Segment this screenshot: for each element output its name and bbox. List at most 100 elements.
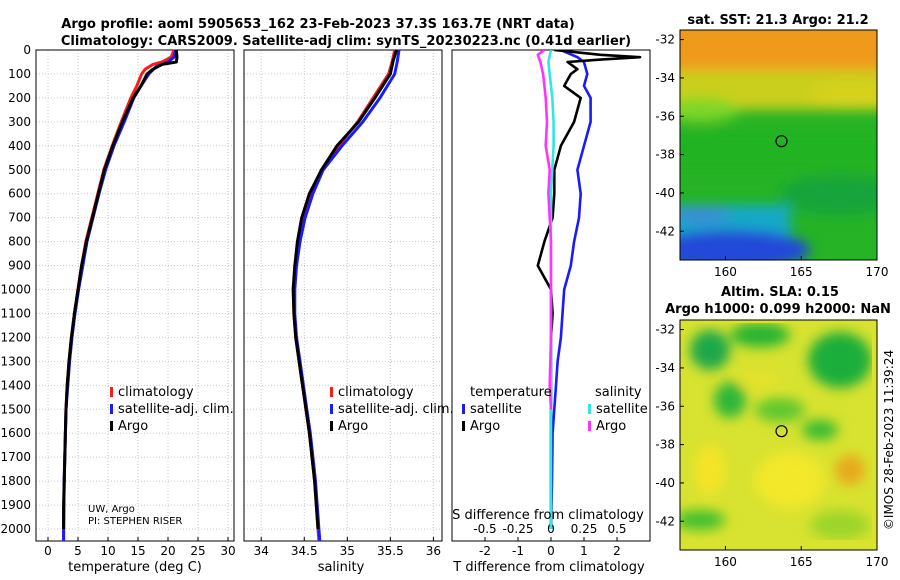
footer-credit: ©IMOS 28-Feb-2023 11:39:24 (882, 350, 896, 530)
lat-tick-label: -38 (655, 148, 675, 162)
legend-swatch-satellite-sal (330, 404, 333, 414)
x-tick-label: 34.5 (291, 544, 318, 558)
s-tick-label: 0.5 (607, 522, 626, 536)
lon-tick-label: 160 (714, 555, 737, 569)
legend-swatch-argo (110, 421, 113, 431)
legend-label-argo-sal: Argo (338, 419, 368, 434)
lat-tick-label: -42 (655, 224, 675, 238)
y-tick-label: 400 (8, 139, 31, 153)
s-tick-label: -0.5 (473, 522, 496, 536)
y-tick-label: 1300 (0, 354, 31, 368)
sla-map-ticks: 160 165 170 -32 -34 -36 -38 -40 -42 (655, 323, 888, 569)
legend-swatch-satellite (110, 404, 113, 414)
sst-map-frame (679, 29, 878, 261)
sla-map-subtitle: Argo h1000: 0.099 h2000: NaN (665, 302, 891, 317)
y-tick-label: 1500 (0, 402, 31, 416)
x-tick-label: 1 (580, 544, 588, 558)
legend-swatch-s-satellite (588, 404, 591, 414)
lat-tick-label: -36 (655, 109, 675, 123)
lat-tick-label: -34 (655, 361, 675, 375)
y-tick-label: 800 (8, 235, 31, 249)
y-tick-label: 700 (8, 211, 31, 225)
series-line-argo (291, 50, 398, 530)
t-difference-xlabel: T difference from climatology (452, 560, 645, 575)
temperature-legend: climatology satellite-adj. clim. Argo (110, 385, 234, 434)
salinity-grid (244, 49, 442, 541)
y-tick-label: 1900 (0, 498, 31, 512)
lon-tick-label: 160 (714, 265, 737, 279)
legend-label-s-satellite: satellite (596, 402, 648, 417)
lat-tick-label: -42 (655, 514, 675, 528)
x-tick-label: -2 (479, 544, 491, 558)
s-difference-xlabel: S difference from climatology (452, 508, 644, 523)
y-tick-label: 300 (8, 115, 31, 129)
series-line-s-satellite (547, 50, 555, 529)
legend-label-climatology: climatology (118, 385, 194, 400)
lat-tick-label: -32 (655, 323, 675, 337)
s-tick-label: -0.25 (502, 522, 533, 536)
y-tick-label: 600 (8, 187, 31, 201)
legend-label-satellite-sal: satellite-adj. clim. (338, 402, 454, 417)
temperature-axes-frame (35, 49, 235, 542)
lon-tick-label: 165 (790, 265, 813, 279)
series-line-argo (62, 50, 179, 529)
salinity-axes-frame (243, 49, 443, 542)
lat-tick-label: -40 (655, 186, 675, 200)
sla-argo-location-marker (775, 425, 788, 438)
x-tick-label: -1 (512, 544, 524, 558)
legend-label-s-argo: Argo (596, 419, 626, 434)
sla-map-frame (679, 319, 878, 551)
lon-tick-label: 170 (866, 555, 889, 569)
lon-tick-label: 170 (866, 265, 889, 279)
x-tick-label: 10 (100, 544, 115, 558)
difference-legend: temperature salinity satellite Argo sate… (462, 385, 648, 434)
t-difference-tick-labels: -2 -1 0 1 2 (479, 537, 621, 558)
difference-panel: -2 -1 0 1 2 -0.5 -0.25 0 0.25 0.5 T difference f… (451, 49, 651, 575)
sst-argo-location-marker (775, 135, 788, 148)
legend-label-satellite: satellite-adj. clim. (118, 402, 234, 417)
x-tick-label: 30 (220, 544, 235, 558)
sst-map-title: sat. SST: 21.3 Argo: 21.2 (687, 13, 868, 28)
x-tick-label: 2 (613, 544, 621, 558)
legend-title-temperature: temperature (470, 385, 552, 400)
y-tick-label: 1400 (0, 378, 31, 392)
credit-uw-argo: UW, Argo (88, 504, 135, 515)
header-line2: Climatology: CARS2009. Satellite-adj cli… (61, 34, 631, 49)
salinity-panel: 34 34.5 35 35.5 36 salinity climatology sate… (243, 49, 454, 575)
temperature-grid (36, 49, 234, 541)
legend-label-argo: Argo (118, 419, 148, 434)
sst-heatmap (680, 30, 877, 260)
y-tick-label: 1700 (0, 450, 31, 464)
lat-tick-label: -38 (655, 438, 675, 452)
salinity-legend: climatology satellite-adj. clim. Argo (330, 385, 454, 434)
y-tick-label: 200 (8, 91, 31, 105)
x-tick-label: 15 (130, 544, 145, 558)
y-tick-label: 1000 (0, 283, 31, 297)
x-tick-label: 35.5 (377, 544, 404, 558)
legend-label-t-satellite: satellite (470, 402, 522, 417)
temperature-series (62, 50, 179, 541)
lon-tick-label: 165 (790, 555, 813, 569)
salinity-xlabel: salinity (318, 560, 365, 575)
y-tick-label: 500 (8, 163, 31, 177)
sla-map-title: Altim. SLA: 0.15 (721, 285, 839, 300)
x-tick-label: 5 (74, 544, 82, 558)
y-tick-label: 2000 (0, 522, 31, 536)
series-line-t-satellite (549, 50, 592, 530)
s-tick-label: 0.25 (571, 522, 598, 536)
legend-label-climatology-sal: climatology (338, 385, 414, 400)
depth-tick-labels: 0 100 200 300 400 500 600 700 800 900 1000 1100 1200… (0, 43, 31, 536)
series-line-s-argo (536, 50, 553, 410)
credit-pi: PI: STEPHEN RISER (88, 516, 182, 527)
sla-map: Altim. SLA: 0.15 Argo h1000: 0.099 h2000… (655, 285, 890, 569)
temperature-tick-labels: 0 5 10 15 20 25 30 (44, 537, 236, 558)
x-tick-label: 25 (190, 544, 205, 558)
difference-series (536, 50, 642, 530)
x-tick-label: 34 (254, 544, 269, 558)
x-tick-label: 0 (547, 544, 555, 558)
series-line-climatology (292, 50, 397, 541)
legend-swatch-t-argo (462, 421, 465, 431)
sla-heatmap (680, 320, 877, 550)
lat-tick-label: -40 (655, 476, 675, 490)
